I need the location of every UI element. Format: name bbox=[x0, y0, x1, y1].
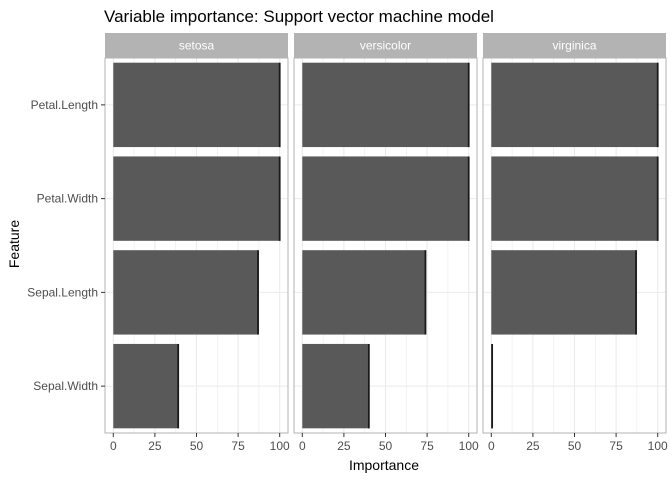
x-tick-label: 50 bbox=[379, 439, 393, 453]
x-tick-label: 75 bbox=[420, 439, 434, 453]
x-tick-label: 0 bbox=[110, 439, 117, 453]
y-tick-label: Sepal.Length bbox=[27, 285, 98, 299]
bar-Sepal.Length bbox=[113, 250, 259, 335]
facet-strip-label: virginica bbox=[552, 39, 596, 53]
facet-panel-versicolor: versicolor 0 25 50 75 100 bbox=[293, 33, 479, 453]
facet-panel-setosa: setosa 0 25 50 75 100 bbox=[104, 33, 290, 453]
bar-Petal.Width bbox=[491, 156, 658, 241]
x-tick-label: 0 bbox=[488, 439, 495, 453]
x-tick-label: 100 bbox=[648, 439, 668, 453]
x-tick-label: 75 bbox=[609, 439, 623, 453]
x-tick-label: 100 bbox=[270, 439, 290, 453]
x-tick-label: 100 bbox=[459, 439, 479, 453]
y-tick-label: Sepal.Width bbox=[33, 379, 98, 393]
x-tick-label: 50 bbox=[190, 439, 204, 453]
facet-strip bbox=[105, 33, 288, 58]
bar-Petal.Length bbox=[302, 62, 469, 148]
bar-Petal.Length bbox=[113, 62, 280, 148]
bar-Sepal.Length bbox=[491, 250, 637, 335]
x-tick-label: 75 bbox=[231, 439, 245, 453]
x-tick-label: 25 bbox=[148, 439, 162, 453]
facet-strip bbox=[483, 33, 666, 58]
x-axis-title: Importance bbox=[349, 457, 419, 473]
bar-Petal.Length bbox=[491, 62, 658, 148]
y-tick-label: Petal.Width bbox=[37, 192, 98, 206]
facet-strip bbox=[294, 33, 477, 58]
bar-Sepal.Length bbox=[302, 250, 426, 335]
bar-Petal.Width bbox=[113, 156, 280, 241]
bar-Sepal.Width bbox=[113, 343, 179, 429]
facet-strip-label: versicolor bbox=[360, 39, 411, 53]
facet-strip-label: setosa bbox=[179, 39, 215, 53]
facet-panel-virginica: virginica 0 25 50 75 100 bbox=[482, 33, 668, 453]
x-tick-label: 0 bbox=[299, 439, 306, 453]
x-tick-label: 25 bbox=[526, 439, 540, 453]
y-tick-label: Petal.Length bbox=[31, 98, 98, 112]
x-tick-label: 50 bbox=[568, 439, 582, 453]
bar-Sepal.Width bbox=[302, 343, 369, 429]
chart-title: Variable importance: Support vector mach… bbox=[104, 7, 494, 26]
y-axis-title: Feature bbox=[6, 220, 22, 268]
bar-Petal.Width bbox=[302, 156, 469, 241]
x-tick-label: 25 bbox=[337, 439, 351, 453]
